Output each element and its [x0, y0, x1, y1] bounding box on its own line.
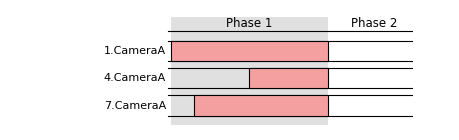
Bar	[171, 40, 328, 61]
Bar	[194, 95, 328, 116]
Text: 1.CameraA: 1.CameraA	[104, 46, 166, 56]
Bar	[171, 17, 328, 125]
Text: 4.CameraA: 4.CameraA	[104, 73, 166, 83]
Bar	[250, 68, 328, 88]
Text: Phase 1: Phase 1	[226, 17, 273, 30]
Text: Phase 2: Phase 2	[351, 17, 397, 30]
Text: 7.CameraA: 7.CameraA	[104, 101, 166, 111]
